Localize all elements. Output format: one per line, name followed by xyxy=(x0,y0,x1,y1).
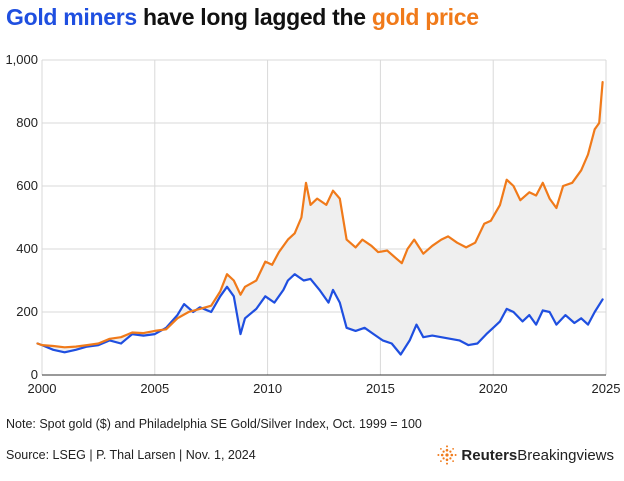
chart-title: Gold miners have long lagged the gold pr… xyxy=(6,4,479,31)
gap-fill-area xyxy=(37,82,603,355)
x-tick-label: 2015 xyxy=(366,381,395,396)
x-tick-label: 2025 xyxy=(592,381,621,396)
y-tick-label: 1,000 xyxy=(5,52,38,67)
y-tick-label: 800 xyxy=(16,115,38,130)
y-tick-label: 0 xyxy=(31,367,38,382)
x-tick-label: 2005 xyxy=(140,381,169,396)
series-line-gold-price xyxy=(36,80,604,349)
x-tick-label: 2010 xyxy=(253,381,282,396)
y-tick-label: 400 xyxy=(16,241,38,256)
series-line-gold-miners xyxy=(36,273,604,356)
brand-name-bold: Reuters xyxy=(461,446,518,464)
chart-source: Source: LSEG | P. Thal Larsen | Nov. 1, … xyxy=(6,448,256,462)
x-tick-label: 2000 xyxy=(28,381,57,396)
y-tick-label: 600 xyxy=(16,178,38,193)
brand-logo: Reuters Breakingviews xyxy=(437,445,614,465)
series-lines xyxy=(36,80,604,356)
title-miners: Gold miners xyxy=(6,4,137,30)
chart-note: Note: Spot gold ($) and Philadelphia SE … xyxy=(6,417,422,431)
title-gold: gold price xyxy=(371,4,479,30)
reuters-logo-icon xyxy=(437,445,458,465)
grid xyxy=(41,59,607,376)
y-tick-label: 200 xyxy=(16,304,38,319)
brand-name-regular: Breakingviews xyxy=(517,446,614,464)
x-tick-label: 2020 xyxy=(479,381,508,396)
x-axis-ticks: 2000 2005 2010 2015 2020 2025 xyxy=(28,381,621,396)
y-axis-ticks: 0 200 400 600 800 1,000 xyxy=(5,52,38,382)
title-middle: have long lagged the xyxy=(136,4,372,30)
